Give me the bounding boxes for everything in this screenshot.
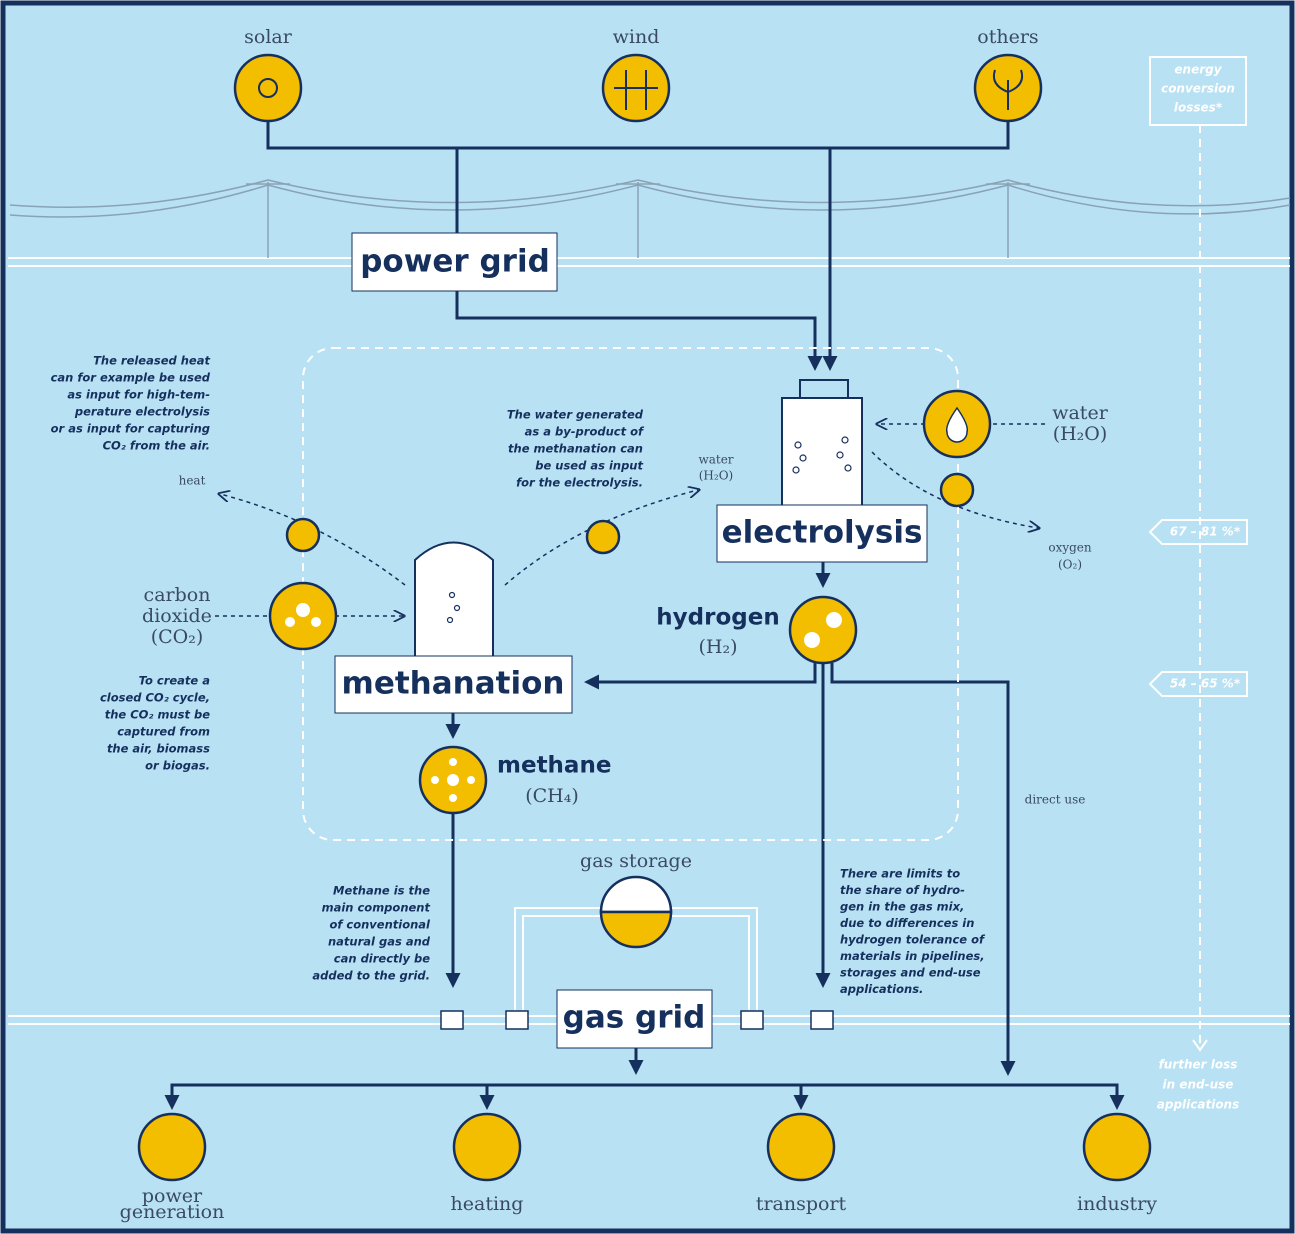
heat-note: as input for high-tem- <box>67 388 210 402</box>
hydrogen-note: There are limits to <box>840 867 960 881</box>
further-loss-label: further loss <box>1159 1058 1238 1072</box>
methane-formula: (CH₄) <box>525 785 579 807</box>
methane-note: can directly be <box>334 952 430 966</box>
hydrogen-note: materials in pipelines, <box>840 949 985 963</box>
water-note: be used as input <box>535 459 643 473</box>
water-small-label: (H₂O) <box>699 469 733 483</box>
end-use-label: transport <box>756 1193 847 1215</box>
water-label: water <box>1052 402 1108 424</box>
co2-note: the air, biomass <box>107 742 210 756</box>
source-label: wind <box>613 26 660 48</box>
oxygen-label: (O₂) <box>1058 558 1082 572</box>
losses-label: conversion <box>1161 82 1235 96</box>
source-label: others <box>977 26 1038 48</box>
gas-storage-label: gas storage <box>580 850 692 872</box>
heat-note: or as input for capturing <box>51 422 210 436</box>
methane-note: natural gas and <box>328 935 431 949</box>
co2-note: captured from <box>117 725 210 739</box>
water-note: for the electrolysis. <box>516 476 643 490</box>
oxygen-label: oxygen <box>1048 541 1092 555</box>
end-use-label: heating <box>451 1193 524 1215</box>
water-label: (H₂O) <box>1053 423 1108 445</box>
hydrogen-note: hydrogen tolerance of <box>840 933 986 947</box>
hydrogen-note: gen in the gas mix, <box>840 900 964 914</box>
source-label: solar <box>244 26 293 48</box>
methane-label: methane <box>497 753 611 779</box>
co2-note: the CO₂ must be <box>105 708 210 722</box>
methane-note: Methane is the <box>333 884 430 898</box>
further-loss-label: in end-use <box>1163 1078 1234 1092</box>
co2-note: or biogas. <box>145 759 210 773</box>
heat-note: CO₂ from the air. <box>103 439 210 453</box>
heat-label: heat <box>179 474 206 488</box>
methanation-label: methanation <box>342 666 565 702</box>
losses-label: losses* <box>1174 101 1223 115</box>
water-small-label: water <box>698 453 733 467</box>
further-loss-label: applications <box>1157 1098 1240 1112</box>
hydrogen-note: the share of hydro- <box>840 883 965 897</box>
hydrogen-note: storages and end-use <box>840 966 981 980</box>
electrolysis-label: electrolysis <box>722 515 923 551</box>
water-note: The water generated <box>507 408 644 422</box>
end-use-label: industry <box>1077 1193 1157 1215</box>
co2-note: closed CO₂ cycle, <box>100 691 210 705</box>
efficiency-label: 54 – 65 %* <box>1170 677 1241 691</box>
hydrogen-formula: (H₂) <box>698 636 737 658</box>
water-note: as a by-product of <box>525 425 645 439</box>
gas-grid-label: gas grid <box>563 1000 706 1036</box>
hydrogen-label: hydrogen <box>656 605 779 631</box>
losses-label: energy <box>1174 63 1222 77</box>
co2-note: To create a <box>139 674 211 688</box>
direct-use-label: direct use <box>1025 793 1086 807</box>
hydrogen-note: applications. <box>840 982 923 996</box>
co2-label: carbon <box>144 584 211 606</box>
efficiency-label: 67 – 81 %* <box>1170 525 1241 539</box>
methane-note: of conventional <box>329 918 431 932</box>
water-note: the methanation can <box>508 442 643 456</box>
diagram: solar wind others energy conversion losses* po… <box>0 0 1295 1234</box>
power-grid-label: power grid <box>360 244 550 280</box>
end-use-label: generation <box>120 1201 225 1223</box>
heat-note: perature electrolysis <box>74 405 210 419</box>
methane-note: main component <box>322 901 431 915</box>
co2-label: (CO₂) <box>151 626 204 648</box>
heat-note: The released heat <box>93 354 210 368</box>
methane-note: added to the grid. <box>312 969 430 983</box>
co2-label: dioxide <box>142 605 212 627</box>
heat-note: can for example be used <box>51 371 211 385</box>
hydrogen-note: due to differences in <box>840 916 974 930</box>
